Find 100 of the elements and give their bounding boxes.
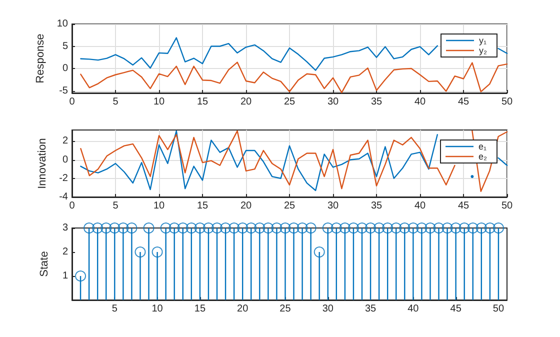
x-tick-label: 50 bbox=[501, 96, 513, 108]
x-tick-label: 15 bbox=[194, 304, 206, 314]
point bbox=[374, 222, 385, 234]
point bbox=[339, 222, 350, 234]
point bbox=[314, 246, 325, 258]
y-tick-label: 2 bbox=[62, 136, 68, 147]
point bbox=[143, 222, 154, 234]
x-tick-label: 20 bbox=[240, 96, 252, 108]
point bbox=[84, 222, 95, 234]
x-tick-label: 45 bbox=[458, 96, 470, 108]
point bbox=[186, 222, 197, 234]
point bbox=[467, 222, 478, 234]
x-tick-label: 5 bbox=[112, 96, 119, 108]
point bbox=[484, 222, 496, 234]
point bbox=[220, 222, 232, 234]
x-tick-label: 15 bbox=[196, 96, 208, 108]
point bbox=[262, 222, 274, 234]
x-tick-label: 30 bbox=[327, 200, 339, 212]
x-tick-label: 40 bbox=[414, 200, 426, 212]
point bbox=[118, 222, 129, 234]
point bbox=[254, 222, 266, 234]
point bbox=[492, 222, 504, 234]
legend-label: y₁ bbox=[479, 36, 487, 46]
point bbox=[152, 246, 163, 258]
point bbox=[271, 222, 282, 234]
legend-label: e₂ bbox=[478, 152, 488, 162]
line-series bbox=[80, 62, 508, 94]
point bbox=[365, 222, 376, 234]
point bbox=[168, 222, 180, 234]
point bbox=[202, 222, 214, 234]
point bbox=[212, 222, 222, 234]
x-tick-label: 5 bbox=[112, 304, 118, 314]
x-tick-label: 45 bbox=[458, 200, 470, 212]
point bbox=[246, 222, 257, 234]
y-tick-label: 3 bbox=[62, 222, 68, 234]
point bbox=[390, 222, 402, 234]
x-tick-label: 35 bbox=[370, 96, 382, 108]
point bbox=[382, 222, 394, 234]
point bbox=[424, 222, 436, 234]
y-axis-title: Response bbox=[34, 34, 46, 84]
y-tick-label: 5 bbox=[62, 40, 68, 52]
x-tick-label: 5 bbox=[112, 200, 119, 212]
point bbox=[458, 222, 470, 234]
legend-label: e₁ bbox=[478, 142, 487, 152]
x-tick-label: 10 bbox=[153, 96, 165, 108]
point bbox=[75, 270, 86, 282]
point bbox=[450, 222, 462, 234]
legend-label: y₂ bbox=[479, 46, 488, 56]
x-tick-label: 50 bbox=[501, 200, 513, 212]
point bbox=[237, 222, 248, 234]
x-tick-label: 25 bbox=[280, 304, 292, 314]
point bbox=[356, 222, 368, 234]
y-tick-label: -5 bbox=[59, 85, 68, 96]
point bbox=[330, 222, 342, 234]
point bbox=[442, 222, 453, 234]
x-tick-label: 40 bbox=[408, 304, 420, 314]
x-tick-label: 0 bbox=[69, 96, 76, 108]
x-tick-label: 45 bbox=[450, 304, 462, 314]
x-tick-label: 20 bbox=[240, 200, 252, 212]
y-tick-label: 2 bbox=[62, 246, 68, 258]
point bbox=[476, 222, 487, 234]
point bbox=[399, 222, 410, 234]
point bbox=[296, 222, 308, 234]
point bbox=[160, 222, 172, 234]
point bbox=[194, 222, 206, 234]
point bbox=[134, 246, 146, 258]
point bbox=[305, 222, 316, 234]
x-tick-label: 25 bbox=[284, 200, 296, 212]
x-tick-label: 35 bbox=[370, 200, 382, 212]
point bbox=[92, 222, 104, 234]
x-tick-label: 10 bbox=[152, 304, 164, 314]
x-tick-label: 15 bbox=[196, 200, 208, 212]
y-tick-label: 1 bbox=[62, 270, 68, 282]
point bbox=[433, 222, 444, 234]
x-tick-label: 40 bbox=[414, 96, 426, 108]
point bbox=[280, 222, 291, 234]
point bbox=[348, 222, 359, 234]
point bbox=[228, 222, 240, 234]
y-tick-label: -4 bbox=[59, 192, 68, 202]
x-tick-label: 25 bbox=[284, 96, 296, 108]
point bbox=[126, 222, 138, 234]
x-tick-label: 20 bbox=[237, 304, 249, 314]
x-tick-label: 30 bbox=[327, 96, 339, 108]
y-tick-label: -2 bbox=[59, 172, 68, 184]
x-tick-label: 0 bbox=[69, 200, 76, 212]
point bbox=[288, 222, 300, 234]
point bbox=[100, 222, 112, 234]
point bbox=[416, 222, 428, 234]
point bbox=[322, 222, 334, 234]
y-tick-label: 0 bbox=[62, 154, 68, 166]
point bbox=[177, 222, 188, 234]
y-tick-label: 0 bbox=[62, 63, 68, 74]
x-tick-label: 35 bbox=[364, 304, 377, 314]
y-axis-title: State bbox=[38, 251, 50, 277]
x-tick-label: 10 bbox=[153, 200, 165, 212]
point bbox=[408, 222, 419, 234]
y-tick-label: 10 bbox=[56, 18, 68, 30]
point bbox=[109, 222, 120, 234]
y-axis-title: Innovation bbox=[36, 138, 49, 189]
x-tick-label: 30 bbox=[322, 304, 334, 314]
